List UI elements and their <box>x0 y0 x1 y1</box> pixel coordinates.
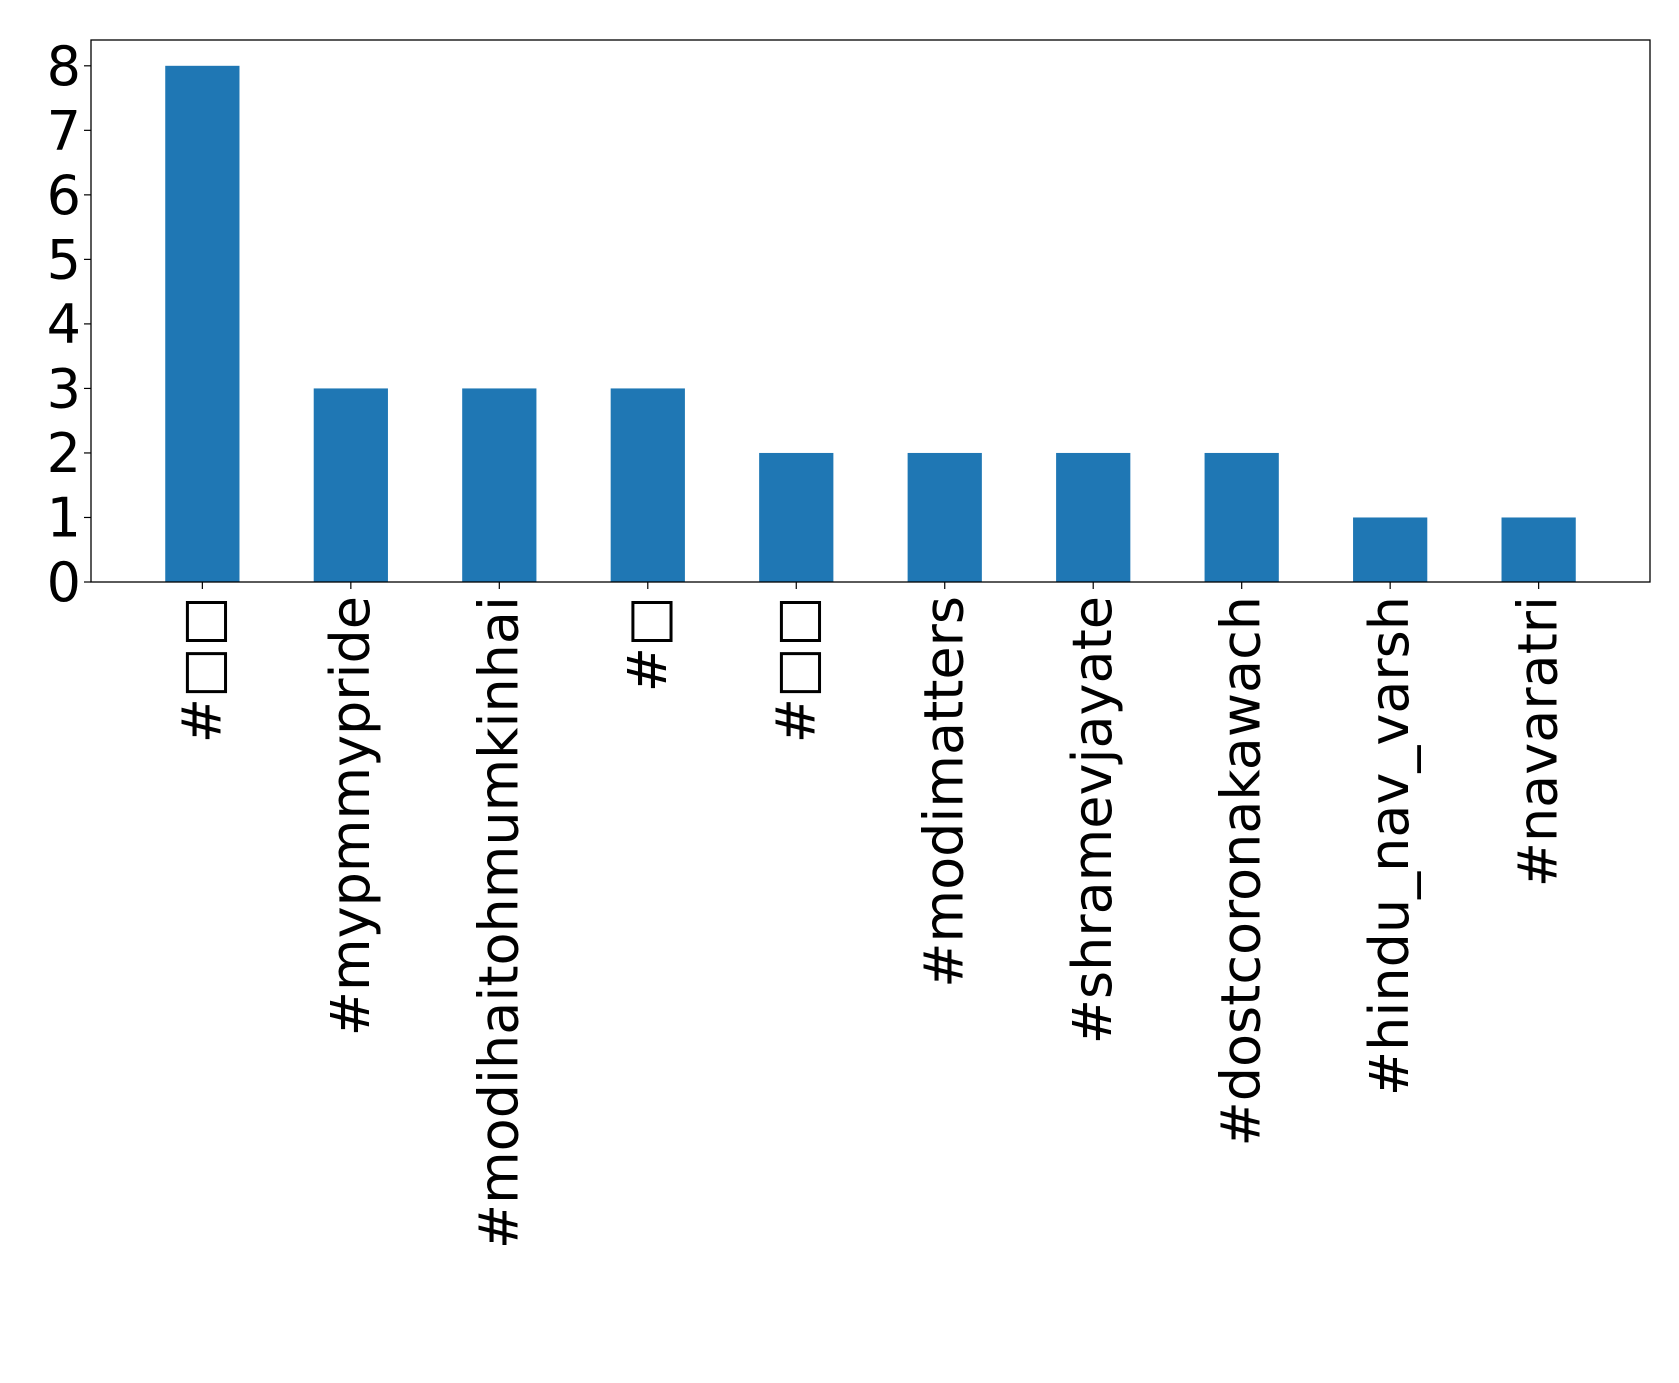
x-tick-label: #dostcoronakawach <box>1210 596 1273 1147</box>
x-tick-label: #navaratri <box>1507 596 1570 887</box>
bar <box>610 388 685 582</box>
bar <box>462 388 537 582</box>
x-tick-label: #□ <box>616 596 679 692</box>
x-tick-label: #mypmmypride <box>319 596 382 1036</box>
bar <box>165 65 240 582</box>
x-tick-label: #shramevjayate <box>1061 596 1124 1044</box>
bar <box>1501 517 1576 582</box>
x-tick-label: #modihaitohmumkinhai <box>467 596 530 1249</box>
y-tick-label: 5 <box>47 228 81 291</box>
plot-frame <box>90 39 1651 583</box>
x-tick-label: #□□ <box>170 596 233 743</box>
x-tick-label: #modimatters <box>913 596 976 988</box>
y-tick-label: 0 <box>47 551 81 614</box>
y-tick-label: 4 <box>47 293 81 356</box>
bar <box>1204 452 1279 582</box>
bar <box>313 388 388 582</box>
y-tick-label: 1 <box>47 486 81 549</box>
y-tick-label: 6 <box>47 164 81 227</box>
bar <box>1353 517 1428 582</box>
x-tick-label: #□□ <box>764 596 827 743</box>
bar <box>1056 452 1131 582</box>
x-tick-label: #hindu_nav_varsh <box>1358 596 1421 1096</box>
y-tick-label: 8 <box>47 35 81 98</box>
bar <box>759 452 834 582</box>
bars-group <box>165 65 1576 582</box>
y-tick-label: 2 <box>47 422 81 485</box>
x-axis: #□□ #mypmmypride #modihaitohmumkinhai #□ #□□… <box>170 582 1570 1249</box>
y-tick-label: 3 <box>47 357 81 420</box>
y-tick-label: 7 <box>47 99 81 162</box>
bar <box>907 452 982 582</box>
